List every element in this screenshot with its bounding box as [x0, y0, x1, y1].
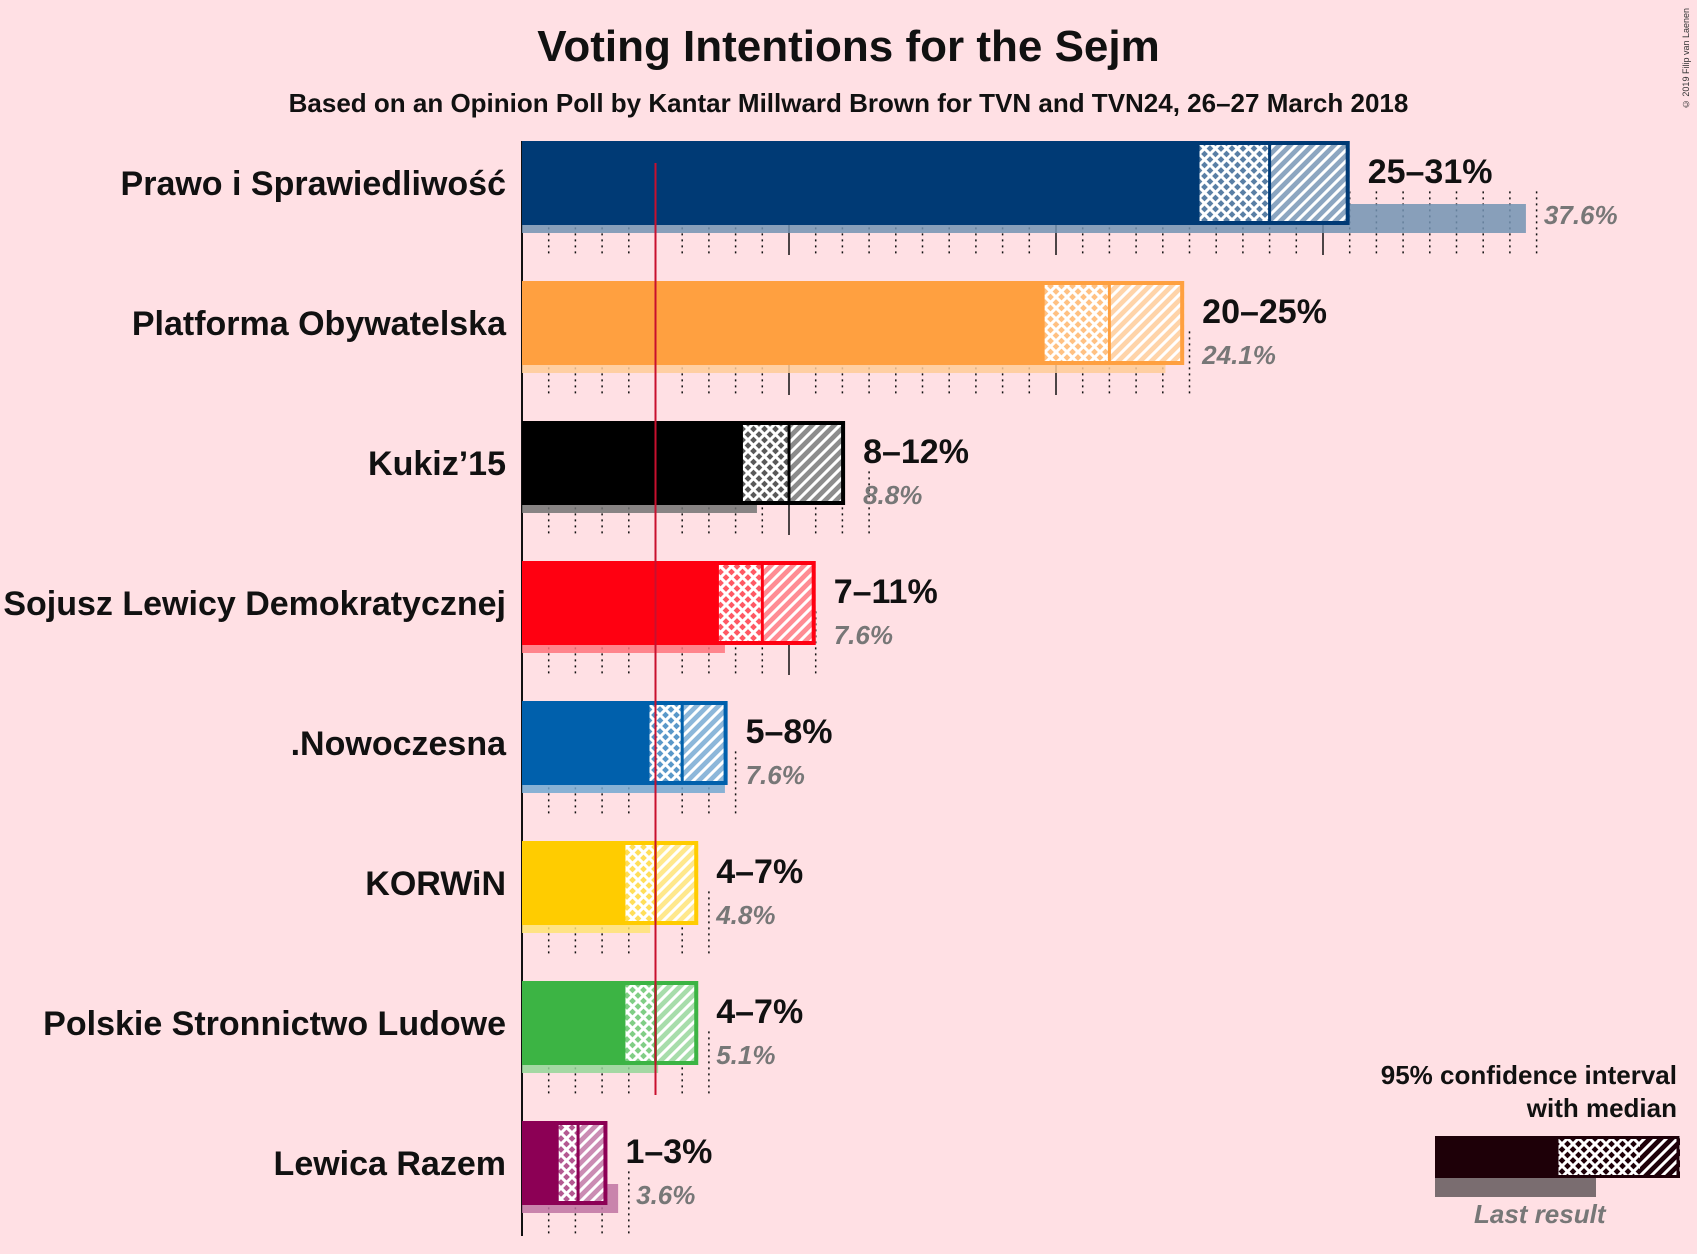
- ci-upper-hatch: [762, 561, 816, 645]
- ci-lower-bar: [522, 421, 741, 505]
- ci-lower-bar: [522, 701, 648, 785]
- ci-upper-hatch: [655, 981, 699, 1065]
- legend-title-line1: 95% confidence interval: [1380, 1060, 1677, 1090]
- legend-title-line2: with median: [1526, 1093, 1677, 1123]
- party-row: Platforma Obywatelska 20–25% 24.1%: [132, 281, 1327, 395]
- party-label: .Nowoczesna: [291, 725, 507, 763]
- last-result-label: 3.6%: [636, 1180, 695, 1210]
- party-label: KORWiN: [365, 865, 506, 903]
- ci-outline: [621, 981, 699, 1065]
- ci-outline: [621, 841, 699, 925]
- last-result-label: 4.8%: [715, 900, 775, 930]
- ci-upper-hatch: [1269, 141, 1350, 225]
- party-row: Sojusz Lewicy Demokratycznej 7–11% 7.6%: [3, 561, 938, 675]
- ci-upper-hatch: [655, 841, 699, 925]
- ci-outline: [554, 1121, 608, 1205]
- ci-lower-hatch: [1197, 141, 1270, 225]
- ci-lower-bar: [522, 981, 624, 1065]
- party-row: Polskie Stronnictwo Ludowe 4–7% 5.1%: [43, 981, 803, 1095]
- ci-lower-hatch: [556, 1121, 579, 1205]
- legend-cross-hatch: [1557, 1136, 1640, 1178]
- party-row: KORWiN 4–7% 4.8%: [365, 841, 803, 955]
- chart-title: Voting Intentions for the Sejm: [537, 22, 1160, 71]
- legend-last-result-bar: [1435, 1178, 1596, 1197]
- ci-upper-hatch: [1109, 281, 1185, 365]
- legend-solid-bar: [1435, 1136, 1557, 1178]
- ci-outline: [645, 701, 728, 785]
- party-label: Polskie Stronnictwo Ludowe: [43, 1005, 506, 1043]
- party-row: .Nowoczesna 5–8% 7.6%: [291, 701, 833, 815]
- last-result-label: 8.8%: [863, 480, 922, 510]
- party-row: Kukiz’15 8–12% 8.8%: [368, 421, 969, 535]
- ci-upper-hatch: [682, 701, 728, 785]
- ci-upper-hatch: [789, 421, 846, 505]
- legend-diag-hatch: [1640, 1136, 1680, 1178]
- ci-lower-hatch: [740, 421, 789, 505]
- party-label: Lewica Razem: [274, 1145, 506, 1183]
- ci-lower-hatch: [716, 561, 763, 645]
- range-label: 4–7%: [716, 993, 803, 1031]
- ci-lower-bar: [522, 141, 1198, 225]
- range-label: 7–11%: [834, 573, 938, 611]
- legend-last-result: Last result: [1474, 1199, 1606, 1229]
- ci-outline: [1040, 281, 1185, 365]
- party-label: Prawo i Sprawiedliwość: [121, 165, 506, 203]
- party-row: Lewica Razem 1–3% 3.6%: [274, 1121, 712, 1235]
- ci-lower-hatch: [1042, 281, 1110, 365]
- ci-outline: [714, 561, 816, 645]
- range-label: 25–31%: [1368, 153, 1493, 191]
- last-result-label: 37.6%: [1544, 200, 1618, 230]
- legend-outline: [1555, 1136, 1680, 1178]
- party-label: Platforma Obywatelska: [132, 305, 507, 343]
- last-result-label: 24.1%: [1201, 340, 1276, 370]
- ci-outline: [1195, 141, 1350, 225]
- ci-lower-bar: [522, 561, 717, 645]
- ci-lower-hatch: [647, 701, 683, 785]
- chart-subtitle: Based on an Opinion Poll by Kantar Millw…: [288, 88, 1409, 118]
- last-result-label: 7.6%: [746, 760, 805, 790]
- ci-lower-bar: [522, 1121, 557, 1205]
- ci-lower-hatch: [623, 981, 656, 1065]
- party-row: Prawo i Sprawiedliwość 25–31% 37.6%: [121, 141, 1618, 255]
- ci-lower-hatch: [623, 841, 656, 925]
- ci-lower-bar: [522, 281, 1043, 365]
- range-label: 20–25%: [1202, 293, 1327, 331]
- bars-layer: Prawo i Sprawiedliwość 25–31% 37.6% Platfor…: [3, 141, 1618, 1236]
- ci-lower-bar: [522, 841, 624, 925]
- range-label: 5–8%: [746, 713, 833, 751]
- range-label: 4–7%: [716, 853, 803, 891]
- last-result-label: 7.6%: [834, 620, 893, 650]
- last-result-label: 5.1%: [716, 1040, 775, 1070]
- legend-graphic: [1435, 1136, 1680, 1197]
- party-label: Kukiz’15: [368, 445, 506, 483]
- party-label: Sojusz Lewicy Demokratycznej: [3, 585, 506, 623]
- ci-outline: [738, 421, 846, 505]
- range-label: 1–3%: [625, 1133, 712, 1171]
- range-label: 8–12%: [863, 433, 969, 471]
- ci-upper-hatch: [578, 1121, 608, 1205]
